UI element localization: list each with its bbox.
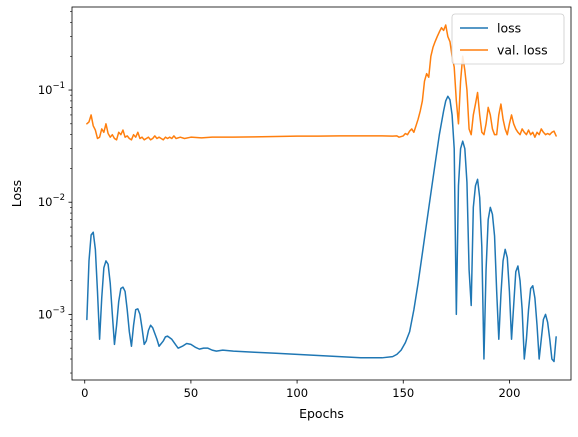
legend-label-loss: loss	[497, 21, 521, 36]
series-layer	[86, 24, 557, 363]
y-tick-label: 10−3	[38, 305, 65, 321]
x-tick-label: 0	[81, 386, 88, 400]
x-tick-label: 150	[392, 386, 414, 400]
y-axis-label: Loss	[9, 180, 24, 207]
legend-box	[451, 13, 565, 65]
x-tick-label: 100	[286, 386, 308, 400]
x-tick-label: 200	[498, 386, 520, 400]
series-line-val-loss	[86, 24, 557, 141]
y-tick-label: 10−1	[38, 81, 65, 97]
x-axis-label: Epochs	[299, 406, 344, 421]
legend: loss val. loss	[451, 13, 565, 65]
plot-frame	[71, 6, 572, 381]
x-tick-label: 50	[184, 386, 199, 400]
legend-label-val-loss: val. loss	[497, 43, 548, 58]
series-line-loss	[86, 95, 557, 363]
x-axis-ticks: 0 50 100 150 200	[81, 380, 520, 400]
y-axis-ticks: 10−3 10−2 10−1	[38, 11, 72, 374]
plot-background	[72, 7, 571, 380]
y-tick-label: 10−2	[38, 193, 65, 209]
